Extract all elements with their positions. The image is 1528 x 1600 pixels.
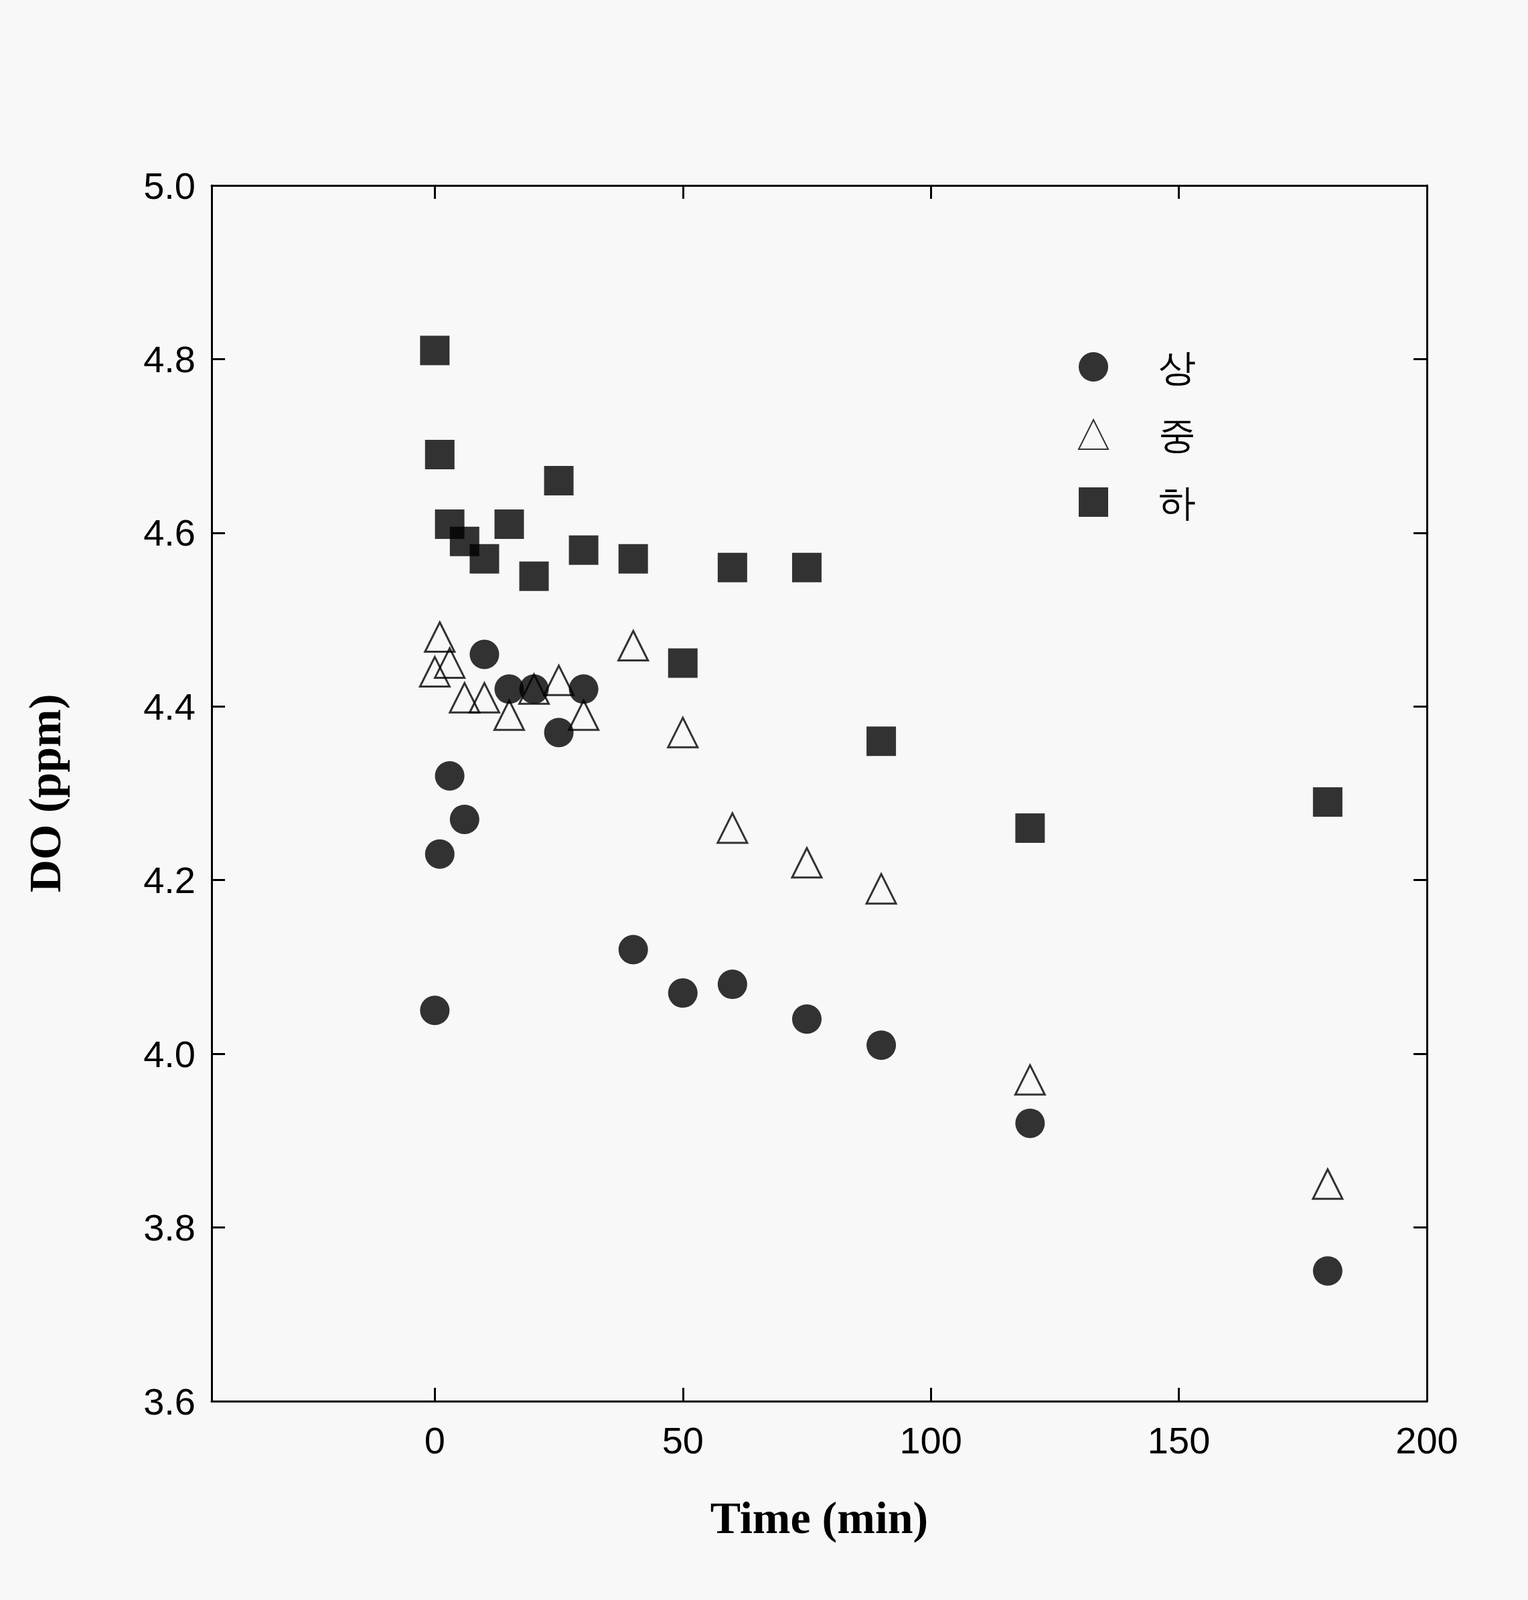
- svg-text:DO (ppm): DO (ppm): [19, 694, 71, 894]
- svg-text:50: 50: [662, 1419, 704, 1462]
- svg-text:Time (min): Time (min): [710, 1492, 929, 1544]
- svg-text:상: 상: [1158, 345, 1196, 390]
- svg-text:150: 150: [1147, 1419, 1210, 1462]
- svg-text:100: 100: [899, 1419, 962, 1462]
- svg-text:3.6: 3.6: [143, 1380, 196, 1423]
- svg-text:4.6: 4.6: [143, 511, 196, 554]
- svg-text:4.4: 4.4: [143, 685, 196, 728]
- svg-text:3.8: 3.8: [143, 1206, 196, 1249]
- svg-text:5.0: 5.0: [143, 164, 196, 207]
- svg-text:중: 중: [1158, 413, 1196, 457]
- svg-text:하: 하: [1158, 480, 1196, 525]
- svg-text:4.0: 4.0: [143, 1033, 196, 1076]
- svg-text:0: 0: [424, 1419, 446, 1462]
- svg-text:4.2: 4.2: [143, 859, 196, 902]
- svg-text:4.8: 4.8: [143, 338, 196, 381]
- svg-text:200: 200: [1395, 1419, 1458, 1462]
